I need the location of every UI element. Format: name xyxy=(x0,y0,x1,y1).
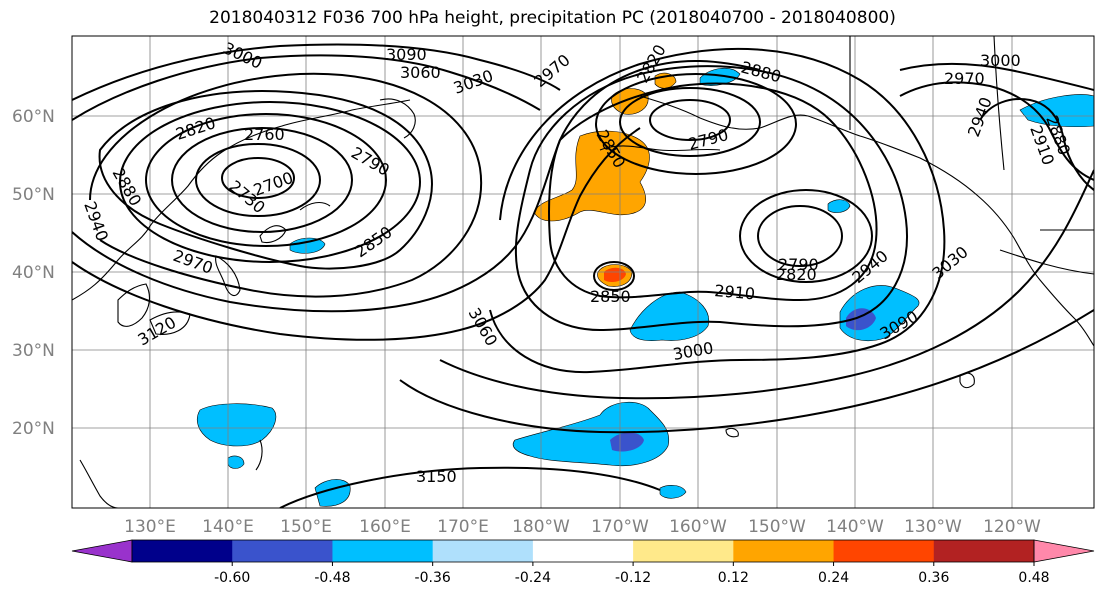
precip-negative-region xyxy=(699,67,741,86)
lon-label: 170°W xyxy=(591,517,649,537)
contour-label: 3090 xyxy=(386,45,427,64)
precip-negative-region xyxy=(227,455,245,469)
colorbar-tick-label: -0.36 xyxy=(415,570,451,586)
map-frame xyxy=(71,35,1095,509)
precip-negative-dark xyxy=(610,432,644,452)
colorbar-segment xyxy=(132,540,233,562)
colorbar-segment xyxy=(833,540,935,562)
map-title: 2018040312 F036 700 hPa height, precipit… xyxy=(209,8,896,28)
colorbar-tick-label: -0.12 xyxy=(615,570,651,586)
lon-label: 150°E xyxy=(280,517,332,537)
colorbar-tick-label: -0.48 xyxy=(314,570,350,586)
precip-negative-region xyxy=(289,237,326,254)
colorbar-extend-high xyxy=(1033,539,1095,563)
lon-label: 170°E xyxy=(437,517,489,537)
contour-label: 3150 xyxy=(416,467,457,486)
lat-label: 30°N xyxy=(12,341,55,361)
colorbar-tick-label: -0.24 xyxy=(515,570,551,586)
precip-strong-positive xyxy=(604,267,626,282)
contour-label: 2850 xyxy=(590,287,631,306)
colorbar-tick-label: 0.24 xyxy=(818,570,849,586)
longitude-labels: 130°E 140°E 150°E 160°E 170°E 180°W 170°… xyxy=(124,517,1041,537)
latitude-labels: 60°N 50°N 40°N 30°N 20°N xyxy=(12,107,55,439)
precip-negative-region xyxy=(827,199,851,213)
height-contours xyxy=(72,43,1094,508)
contour-label: 2790 xyxy=(778,255,819,274)
colorbar-segment xyxy=(232,540,333,562)
precip-negative-region xyxy=(659,485,687,499)
contour-label: 3060 xyxy=(400,63,441,82)
colorbar-tick-label: 0.36 xyxy=(918,570,949,586)
precip-shading xyxy=(197,67,1094,507)
lat-label: 50°N xyxy=(12,185,55,205)
colorbar-extend-low xyxy=(71,539,133,563)
precip-negative-region xyxy=(629,291,710,341)
colorbar: -0.60 -0.48 -0.36 -0.24 -0.12 0.12 0.24 0.36 0.4… xyxy=(71,539,1095,586)
precip-negative-region xyxy=(197,403,277,447)
colorbar-segment xyxy=(532,540,634,562)
colorbar-segment xyxy=(633,540,734,562)
contour-label: 2970 xyxy=(944,69,985,88)
lat-label: 20°N xyxy=(12,419,55,439)
lat-label: 60°N xyxy=(12,107,55,127)
lon-label: 120°W xyxy=(983,517,1041,537)
contour-label: 2760 xyxy=(244,125,285,144)
lat-label: 40°N xyxy=(12,263,55,283)
lon-label: 140°E xyxy=(202,517,254,537)
coastlines xyxy=(72,36,1094,508)
contour-label: 3000 xyxy=(980,51,1021,70)
colorbar-segment xyxy=(332,540,434,562)
lon-label: 130°E xyxy=(124,517,176,537)
colorbar-segment xyxy=(733,540,835,562)
colorbar-segment xyxy=(933,540,1035,562)
lon-label: 150°W xyxy=(748,517,806,537)
colorbar-tick-label: 0.12 xyxy=(718,570,749,586)
colorbar-segment xyxy=(432,540,534,562)
colorbar-frame xyxy=(131,539,1035,563)
contour-label: 2910 xyxy=(714,281,756,303)
contour-label: 2820 xyxy=(776,265,817,284)
lon-label: 160°E xyxy=(359,517,411,537)
lon-label: 160°W xyxy=(669,517,727,537)
colorbar-tick-label: 0.48 xyxy=(1018,570,1049,586)
lon-label: 180°W xyxy=(512,517,570,537)
lon-label: 130°W xyxy=(904,517,962,537)
lon-label: 140°W xyxy=(826,517,884,537)
colorbar-tick-label: -0.60 xyxy=(214,570,250,586)
